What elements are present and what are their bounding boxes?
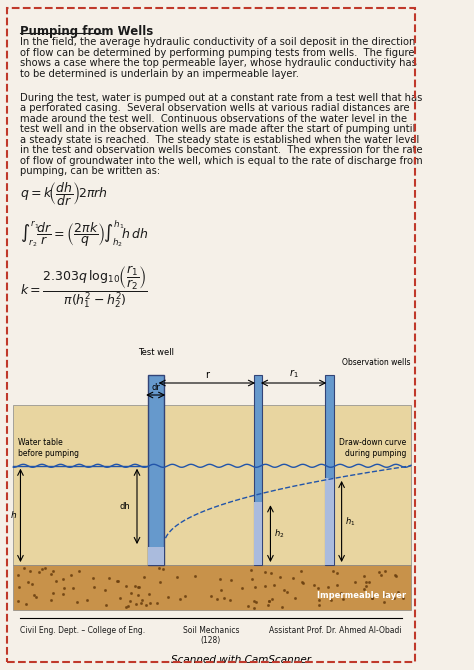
Text: h: h bbox=[10, 511, 16, 520]
Text: to be determined is underlain by an impermeable layer.: to be determined is underlain by an impe… bbox=[19, 68, 299, 78]
Text: Soil Mechanics
(128): Soil Mechanics (128) bbox=[182, 626, 239, 645]
Text: Impermeable layer: Impermeable layer bbox=[318, 590, 407, 600]
Text: Water table
before pumping: Water table before pumping bbox=[18, 438, 79, 458]
Text: pumping, can be written as:: pumping, can be written as: bbox=[19, 166, 160, 176]
Bar bbox=[254, 502, 263, 565]
Bar bbox=[325, 375, 334, 565]
Text: a steady state is reached.  The steady state is established when the water level: a steady state is reached. The steady st… bbox=[19, 135, 419, 145]
Text: test well and in the observation wells are made after the start of pumping until: test well and in the observation wells a… bbox=[19, 124, 415, 134]
Text: Civil Eng. Dept. – College of Eng.: Civil Eng. Dept. – College of Eng. bbox=[19, 626, 145, 635]
Bar bbox=[148, 375, 164, 565]
Bar bbox=[148, 547, 164, 565]
Text: Draw-down curve
during pumping: Draw-down curve during pumping bbox=[339, 438, 407, 458]
Text: In the field, the average hydraulic conductivity of a soil deposit in the direct: In the field, the average hydraulic cond… bbox=[19, 37, 415, 47]
Text: Observation wells: Observation wells bbox=[343, 358, 411, 367]
Text: During the test, water is pumped out at a constant rate from a test well that ha: During the test, water is pumped out at … bbox=[19, 92, 422, 103]
Text: made around the test well.  Continuous observations of the water level in the: made around the test well. Continuous ob… bbox=[19, 114, 407, 124]
Text: Test well: Test well bbox=[137, 348, 173, 357]
Text: of flow of groundwater into the well, which is equal to the rate of discharge fr: of flow of groundwater into the well, wh… bbox=[19, 155, 422, 165]
Bar bbox=[13, 405, 411, 565]
Text: shows a case where the top permeable layer, whose hydraulic conductivity has: shows a case where the top permeable lay… bbox=[19, 58, 417, 68]
Text: $k = \dfrac{2.303q\,\log_{10}\!\left(\dfrac{r_1}{r_2}\right)}{\pi(h_1^2 - h_2^2): $k = \dfrac{2.303q\,\log_{10}\!\left(\df… bbox=[19, 263, 147, 310]
Bar bbox=[325, 478, 334, 565]
Text: Scanned with CamScanner: Scanned with CamScanner bbox=[172, 655, 311, 665]
Text: dh: dh bbox=[119, 502, 130, 511]
Text: $h_1$: $h_1$ bbox=[345, 515, 356, 528]
Text: $h_2$: $h_2$ bbox=[274, 527, 284, 540]
Text: dr: dr bbox=[151, 383, 160, 392]
Text: Assistant Prof. Dr. Ahmed Al-Obadi: Assistant Prof. Dr. Ahmed Al-Obadi bbox=[270, 626, 402, 635]
Text: $q = k\!\left(\dfrac{dh}{dr}\right)\!2\pi r h$: $q = k\!\left(\dfrac{dh}{dr}\right)\!2\p… bbox=[19, 180, 107, 208]
Bar bbox=[13, 565, 411, 610]
Text: Pumping from Wells: Pumping from Wells bbox=[19, 25, 153, 38]
Text: $r_1$: $r_1$ bbox=[289, 367, 298, 380]
Text: a perforated casing.  Several observation wells at various radial distances are: a perforated casing. Several observation… bbox=[19, 103, 409, 113]
Text: of flow can be determined by performing pumping tests from wells.  The figure: of flow can be determined by performing … bbox=[19, 48, 414, 58]
Bar bbox=[254, 375, 263, 565]
Text: $\int_{r_2}^{r_1}\!\dfrac{dr}{r} = \left(\dfrac{2\pi k}{q}\right)\!\int_{h_2}^{h: $\int_{r_2}^{r_1}\!\dfrac{dr}{r} = \left… bbox=[19, 218, 148, 249]
Text: r: r bbox=[205, 370, 209, 380]
Text: in the test and observation wells becomes constant.  The expression for the rate: in the test and observation wells become… bbox=[19, 145, 422, 155]
